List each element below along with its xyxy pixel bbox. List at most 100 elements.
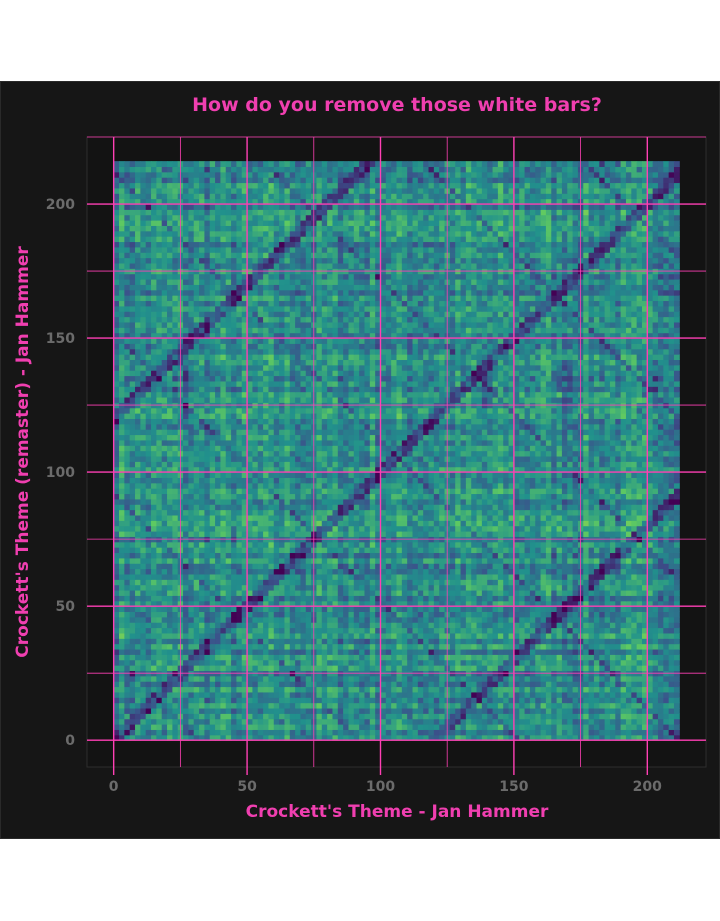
heatmap-cell <box>151 541 157 548</box>
heatmap-cell <box>257 611 264 618</box>
heatmap-cell <box>631 541 638 548</box>
heatmap-cell <box>540 531 547 537</box>
heatmap-cell <box>588 515 595 521</box>
heatmap-cell <box>135 515 141 521</box>
heatmap-cell <box>593 718 600 725</box>
heatmap-cell <box>129 573 136 580</box>
heatmap-cell <box>135 708 141 714</box>
heatmap-cell <box>289 547 296 554</box>
heatmap-cell <box>316 525 323 532</box>
heatmap-cell <box>119 681 125 688</box>
heatmap-cell <box>465 509 472 516</box>
heatmap-cell <box>183 573 189 580</box>
heatmap-cell <box>225 627 232 634</box>
heatmap-cell <box>343 606 349 613</box>
heatmap-cell <box>391 531 397 537</box>
heatmap-cell <box>428 520 435 527</box>
heatmap-cell <box>225 643 232 650</box>
heatmap-cell <box>295 632 301 639</box>
heatmap-cell <box>236 665 243 671</box>
heatmap-cell <box>129 482 136 489</box>
heatmap-cell <box>673 493 680 500</box>
heatmap-cell <box>423 525 430 532</box>
heatmap-cell <box>673 531 680 537</box>
heatmap-cell <box>119 595 125 602</box>
heatmap-cell <box>471 649 478 655</box>
heatmap-cell <box>540 691 547 698</box>
heatmap-cell <box>215 691 221 698</box>
heatmap-cell <box>593 724 600 730</box>
heatmap-cell <box>481 659 488 666</box>
heatmap-cell <box>417 691 424 698</box>
heatmap-cell <box>567 632 574 639</box>
heatmap-cell <box>556 622 563 629</box>
heatmap-cell <box>636 681 643 688</box>
heatmap-cell <box>295 493 301 500</box>
heatmap-cell <box>572 708 579 714</box>
heatmap-cell <box>428 708 435 714</box>
heatmap-cell <box>369 584 376 591</box>
heatmap-cell <box>113 729 120 736</box>
heatmap-cell <box>135 622 141 629</box>
heatmap-cell <box>375 606 381 613</box>
heatmap-cell <box>113 675 120 682</box>
heatmap-cell <box>220 595 227 602</box>
heatmap-cell <box>465 579 472 586</box>
heatmap-cell <box>327 643 333 650</box>
heatmap-cell <box>343 515 349 521</box>
heatmap-cell <box>508 600 515 607</box>
heatmap-cell <box>135 498 141 505</box>
heatmap-cell <box>220 600 227 607</box>
heatmap-cell <box>252 557 259 564</box>
heatmap-cell <box>375 734 381 741</box>
heatmap-cell <box>348 724 355 730</box>
heatmap-cell <box>631 595 638 602</box>
heatmap-cell <box>247 509 253 516</box>
heatmap-cell <box>455 616 462 623</box>
heatmap-cell <box>593 520 600 527</box>
heatmap-cell <box>540 590 547 596</box>
heatmap-cell <box>135 659 141 666</box>
heatmap-cell <box>503 718 510 725</box>
heatmap-cell <box>503 675 510 682</box>
heatmap-cell <box>364 681 371 688</box>
heatmap-cell <box>428 654 435 661</box>
heatmap-cell <box>524 547 531 554</box>
heatmap-cell <box>641 654 648 661</box>
heatmap-cell <box>385 606 392 613</box>
heatmap-cell <box>561 681 568 688</box>
heatmap-cell <box>353 659 360 666</box>
heatmap-cell <box>359 681 365 688</box>
heatmap-cell <box>551 509 558 516</box>
heatmap-cell <box>145 718 152 725</box>
heatmap-cell <box>492 665 499 671</box>
heatmap-cell <box>540 600 547 607</box>
heatmap-cell <box>535 595 542 602</box>
heatmap-cell <box>481 493 488 500</box>
heatmap-cell <box>417 488 424 495</box>
heatmap-cell <box>284 632 291 639</box>
heatmap-cell <box>449 734 456 741</box>
heatmap-cell <box>588 590 595 596</box>
heatmap-cell <box>551 691 558 698</box>
heatmap-cell <box>561 686 568 693</box>
heatmap-cell <box>524 643 531 650</box>
heatmap-cell <box>135 649 141 655</box>
heatmap-cell <box>433 691 440 698</box>
heatmap-cell <box>545 493 552 500</box>
heatmap-cell <box>519 541 526 548</box>
heatmap-cell <box>231 541 237 548</box>
heatmap-cell <box>124 616 131 623</box>
heatmap-cell <box>428 691 435 698</box>
heatmap-cell <box>663 584 670 591</box>
heatmap-cell <box>540 498 547 505</box>
heatmap-cell <box>172 579 179 586</box>
heatmap-cell <box>508 665 515 671</box>
heatmap-cell <box>209 573 216 580</box>
heatmap-cell <box>620 665 627 671</box>
heatmap-cell <box>124 702 131 709</box>
heatmap-cell <box>167 702 173 709</box>
heatmap-cell <box>588 611 595 618</box>
heatmap-cell <box>385 590 392 596</box>
heatmap-cell <box>551 622 558 629</box>
